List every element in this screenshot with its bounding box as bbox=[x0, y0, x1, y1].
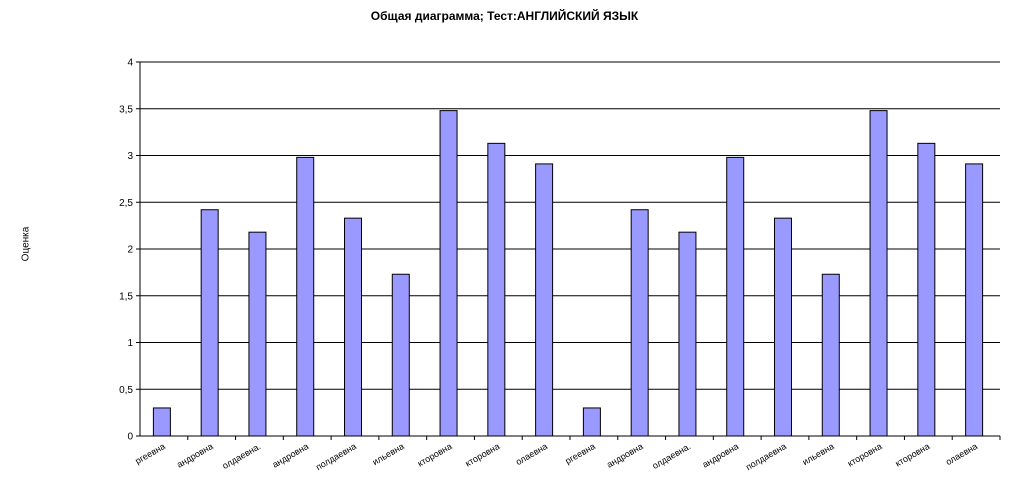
x-tick-label: ргеевна bbox=[133, 441, 166, 466]
y-tick-label: 2,5 bbox=[119, 198, 133, 209]
bar bbox=[152, 407, 171, 437]
x-tick-label: кторовна bbox=[464, 441, 502, 469]
bar bbox=[439, 110, 458, 437]
bar bbox=[965, 163, 984, 437]
y-tick-label: 3 bbox=[127, 151, 133, 162]
bar bbox=[296, 156, 315, 437]
y-tick-label: 0,5 bbox=[119, 385, 133, 396]
y-tick-label: 2 bbox=[127, 245, 133, 256]
x-tick-label: полдаевна bbox=[744, 441, 788, 472]
x-tick-label: ргеевна bbox=[563, 441, 596, 466]
x-tick-label: кторовна bbox=[416, 441, 454, 469]
bar bbox=[869, 110, 888, 437]
x-tick-label: андровна bbox=[175, 441, 215, 470]
bar bbox=[726, 156, 745, 437]
bar bbox=[535, 163, 554, 437]
y-tick-label: 4 bbox=[127, 58, 133, 69]
bar bbox=[248, 231, 267, 437]
y-tick-label: 0 bbox=[127, 432, 133, 443]
x-tick-label: полдаевна bbox=[314, 441, 358, 472]
y-tick-label: 1,5 bbox=[119, 291, 133, 302]
bar bbox=[487, 142, 506, 437]
y-tick-label: 3,5 bbox=[119, 104, 133, 115]
x-tick-label: олаевна bbox=[944, 441, 979, 467]
bar bbox=[391, 273, 410, 437]
bar bbox=[582, 407, 601, 437]
bar bbox=[917, 142, 936, 437]
y-tick-label: 1 bbox=[127, 338, 133, 349]
chart-title: Общая диаграмма; Тест:АНГЛИЙСКИЙ ЯЗЫК bbox=[370, 9, 639, 23]
x-tick-label: андровна bbox=[605, 441, 645, 470]
x-tick-label: кторовна bbox=[846, 441, 884, 469]
bar bbox=[678, 231, 697, 437]
x-tick-label: олдаевна. bbox=[651, 441, 693, 471]
x-tick-label: олаевна bbox=[514, 441, 549, 467]
x-tick-label: андровна bbox=[701, 441, 741, 470]
x-tick-label: кторовна bbox=[894, 441, 932, 469]
bar bbox=[630, 209, 649, 437]
x-tick-label: андровна bbox=[271, 441, 311, 470]
x-tick-label: ильевна bbox=[371, 441, 406, 467]
x-tick-label: олдаевна. bbox=[221, 441, 263, 471]
bar bbox=[821, 273, 840, 437]
bar bbox=[774, 217, 792, 437]
bar bbox=[344, 217, 362, 437]
x-tick-label: ильевна bbox=[801, 441, 836, 467]
bar bbox=[200, 209, 219, 437]
